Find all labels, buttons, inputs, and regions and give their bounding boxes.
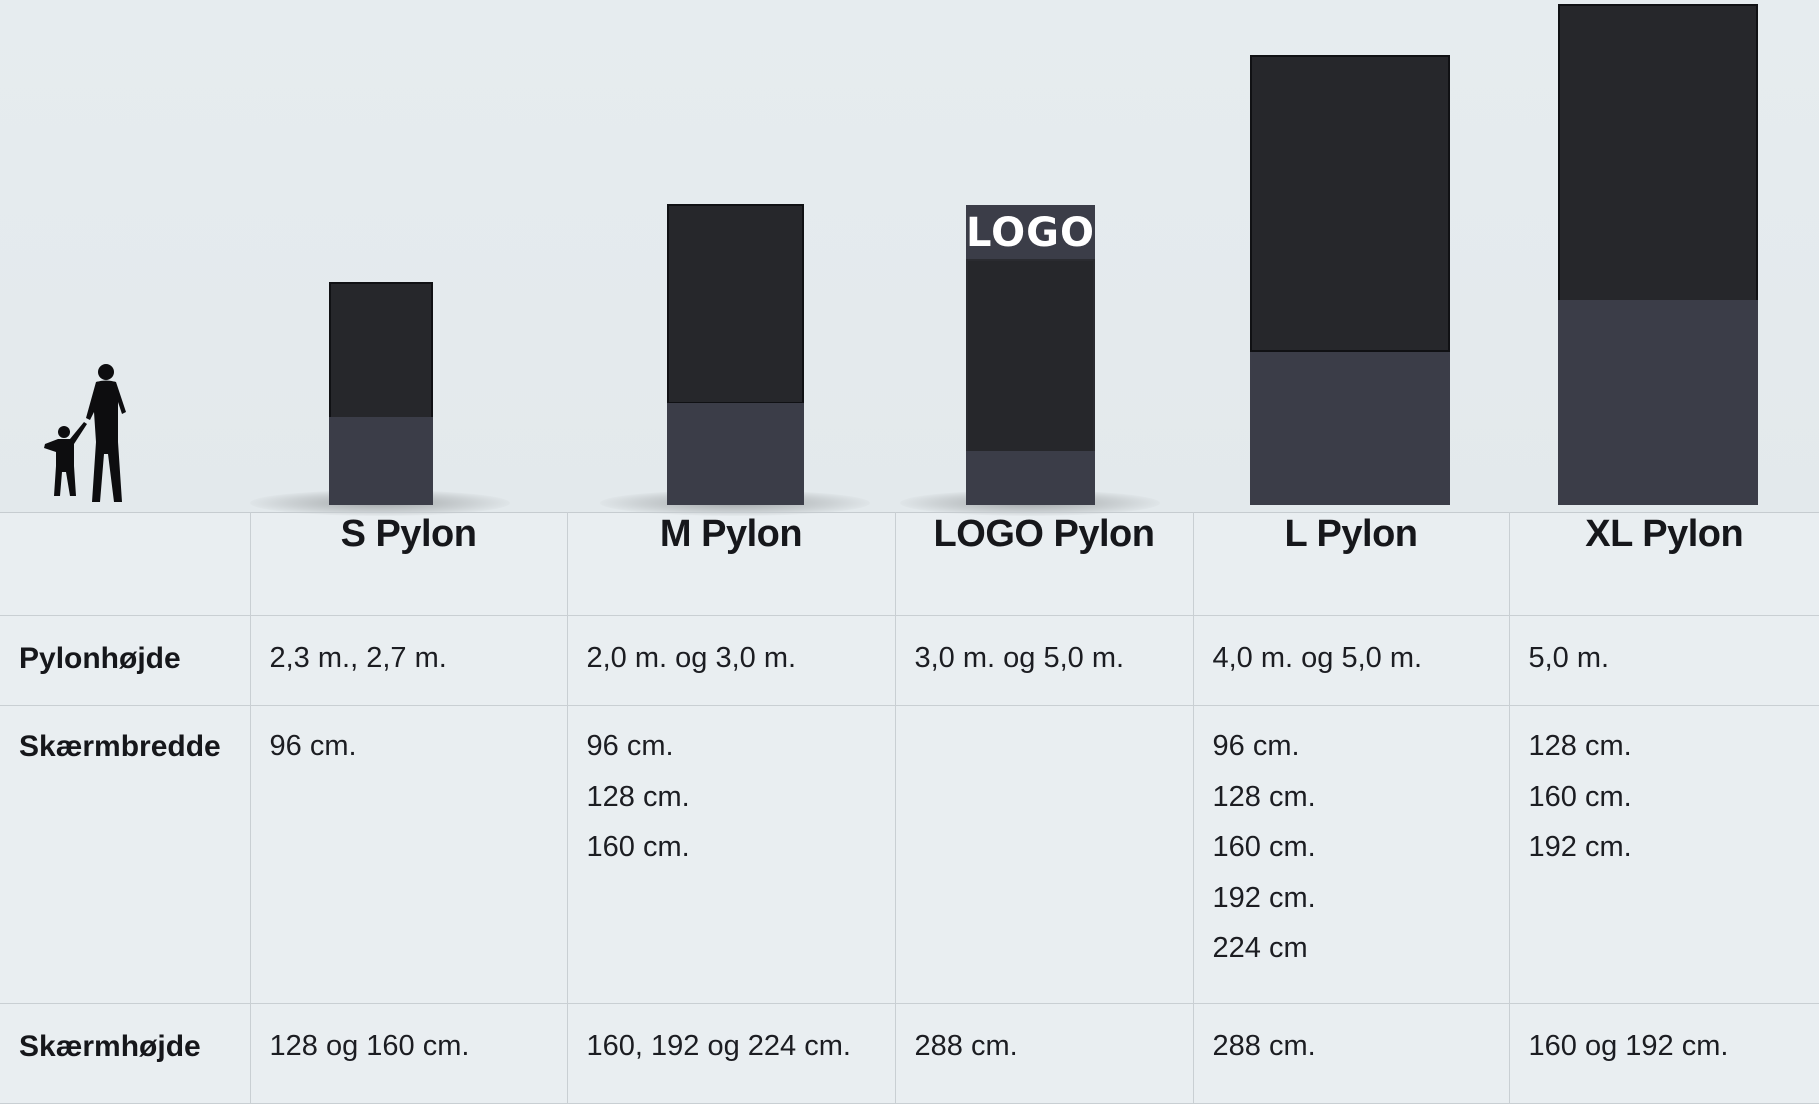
s-pylon-illustration [329, 282, 433, 505]
cell-pylon-height: 5,0 m. [1509, 616, 1819, 706]
column-header-xl-pylon: XL Pylon [1509, 513, 1819, 616]
cell-screen-height: 160, 192 og 224 cm. [567, 1004, 895, 1104]
product-illustration: LOGO [0, 0, 1819, 512]
screen-width-value: 160 cm. [1529, 781, 1819, 832]
screen-width-value: 128 cm. [1529, 730, 1819, 781]
logo-pylon-illustration: LOGO [966, 205, 1095, 505]
m-pylon-illustration [667, 204, 804, 505]
table-row: Pylonhøjde 2,3 m., 2,7 m. 2,0 m. og 3,0 … [0, 616, 1819, 706]
cell-screen-width [895, 706, 1193, 1004]
row-label-pylon-height: Pylonhøjde [0, 616, 250, 706]
cell-pylon-height: 2,3 m., 2,7 m. [250, 616, 567, 706]
screen-width-value: 160 cm. [1213, 831, 1509, 882]
pylon-base [1558, 300, 1758, 505]
cell-screen-width: 96 cm. [250, 706, 567, 1004]
column-header-m-pylon: M Pylon [567, 513, 895, 616]
column-header-l-pylon: L Pylon [1193, 513, 1509, 616]
pylon-screen [966, 259, 1095, 455]
row-label-screen-width: Skærmbredde [0, 706, 250, 1004]
cell-pylon-height: 2,0 m. og 3,0 m. [567, 616, 895, 706]
screen-width-value: 96 cm. [587, 730, 895, 781]
cell-screen-height: 288 cm. [1193, 1004, 1509, 1104]
logo-text: LOGO [966, 205, 1095, 259]
pylon-screen [329, 282, 433, 419]
pylon-screen [1250, 55, 1450, 352]
screen-width-value: 160 cm. [587, 831, 895, 882]
screen-width-value: 96 cm. [1213, 730, 1509, 781]
screen-width-value: 224 cm [1213, 932, 1509, 983]
screen-width-value: 96 cm. [270, 730, 567, 781]
column-header-s-pylon: S Pylon [250, 513, 567, 616]
pylon-base [1250, 352, 1450, 505]
table-row: Skærmhøjde 128 og 160 cm. 160, 192 og 22… [0, 1004, 1819, 1104]
pylon-base [329, 417, 433, 505]
spec-table: S Pylon M Pylon LOGO Pylon L Pylon XL Py… [0, 512, 1819, 1104]
cell-screen-width: 96 cm. 128 cm. 160 cm. 192 cm. 224 cm [1193, 706, 1509, 1004]
screen-width-value: 192 cm. [1529, 831, 1819, 882]
corner-cell [0, 513, 250, 616]
cell-screen-height: 160 og 192 cm. [1509, 1004, 1819, 1104]
cell-pylon-height: 4,0 m. og 5,0 m. [1193, 616, 1509, 706]
table-row: Skærmbredde 96 cm. 96 cm. 128 cm. 160 cm… [0, 706, 1819, 1004]
cell-screen-width: 96 cm. 128 cm. 160 cm. [567, 706, 895, 1004]
column-header-logo-pylon: LOGO Pylon [895, 513, 1193, 616]
cell-screen-height: 128 og 160 cm. [250, 1004, 567, 1104]
screen-width-value: 128 cm. [587, 781, 895, 832]
pylon-screen [667, 204, 804, 404]
pylon-screen [1558, 4, 1758, 302]
xl-pylon-illustration [1558, 4, 1758, 505]
pylon-base [667, 403, 804, 505]
human-silhouette-icon [34, 362, 136, 506]
row-label-screen-height: Skærmhøjde [0, 1004, 250, 1104]
pylon-base [966, 451, 1095, 505]
cell-pylon-height: 3,0 m. og 5,0 m. [895, 616, 1193, 706]
screen-width-value: 192 cm. [1213, 882, 1509, 933]
screen-width-value: 128 cm. [1213, 781, 1509, 832]
cell-screen-width: 128 cm. 160 cm. 192 cm. [1509, 706, 1819, 1004]
l-pylon-illustration [1250, 55, 1450, 505]
header-row: S Pylon M Pylon LOGO Pylon L Pylon XL Py… [0, 513, 1819, 616]
cell-screen-height: 288 cm. [895, 1004, 1193, 1104]
